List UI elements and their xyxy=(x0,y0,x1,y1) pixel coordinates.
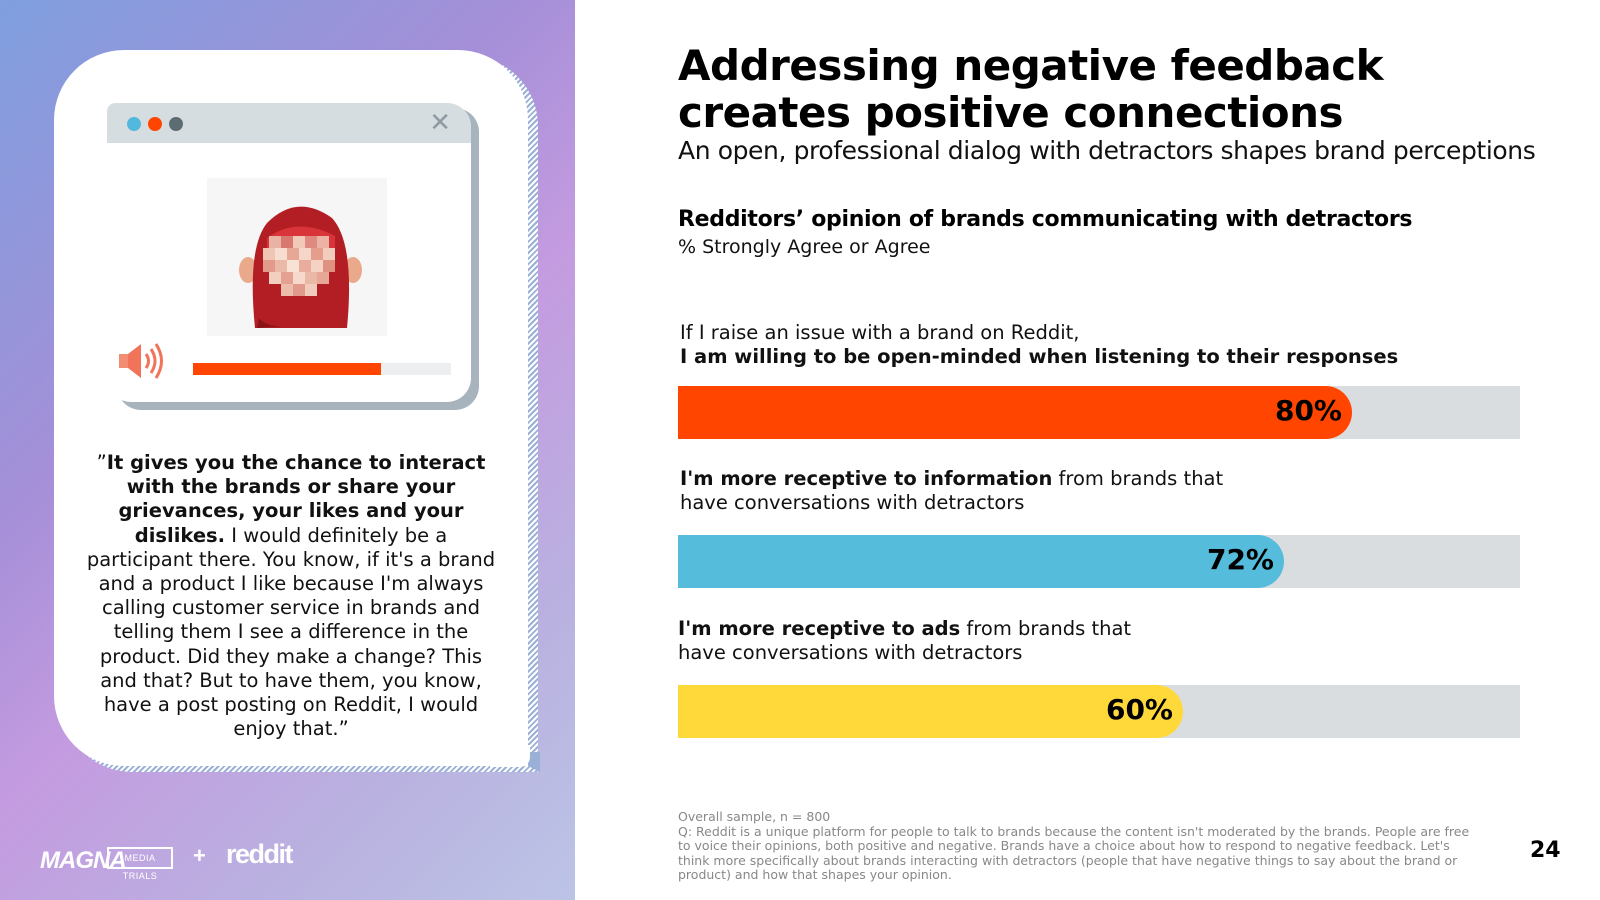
bar-track-2: 72% xyxy=(678,535,1520,588)
speaker-icon[interactable] xyxy=(117,341,167,385)
bar-label-1-bold: I am willing to be open-minded when list… xyxy=(680,345,1399,368)
bar-value-2: 72% xyxy=(1206,543,1274,576)
footnote-question: Q: Reddit is a unique platform for peopl… xyxy=(678,823,1470,882)
bar-fill-1 xyxy=(678,386,1352,439)
bar-fill-3 xyxy=(678,685,1183,738)
avatar xyxy=(207,178,387,336)
bar-value-3: 60% xyxy=(1105,693,1173,726)
close-icon[interactable]: ✕ xyxy=(429,108,451,138)
page-title-line-2: creates positive connections xyxy=(678,88,1344,137)
video-window: ✕ xyxy=(107,103,471,402)
bar-label-3: I'm more receptive to ads from brands th… xyxy=(678,617,1131,665)
quote-open-mark: ” xyxy=(96,451,107,474)
window-titlebar: ✕ xyxy=(107,103,471,143)
footnote: Overall sample, n = 800 Q: Reddit is a u… xyxy=(678,809,1478,883)
bar-label-3-rest: from brands that xyxy=(960,617,1132,640)
page-title: Addressing negative feedback creates pos… xyxy=(678,42,1558,136)
reddit-logo: reddit xyxy=(226,839,294,869)
bar-label-2-bold: I'm more receptive to information xyxy=(680,467,1053,490)
bar-label-3-line-2: have conversations with detractors xyxy=(678,641,1023,664)
bar-track-3: 60% xyxy=(678,685,1520,738)
window-dot-blue xyxy=(127,117,141,131)
quote-text: I would definitely be a participant ther… xyxy=(86,523,496,741)
window-dot-gray xyxy=(169,117,183,131)
page-title-line-1: Addressing negative feedback xyxy=(678,41,1384,90)
bar-fill-2 xyxy=(678,535,1284,588)
magna-logo: MAGNA xyxy=(40,847,127,874)
bar-track-1: 80% xyxy=(678,386,1520,439)
page-subtitle: An open, professional dialog with detrac… xyxy=(678,136,1536,165)
logo-plus: + xyxy=(193,843,206,868)
chart-subtitle: % Strongly Agree or Agree xyxy=(678,236,931,258)
page-number: 24 xyxy=(1530,838,1561,863)
bar-value-1: 80% xyxy=(1274,394,1342,427)
person-avatar-icon xyxy=(207,178,387,336)
bar-label-2-line-2: have conversations with detractors xyxy=(680,491,1025,514)
chart-title: Redditors’ opinion of brands communicati… xyxy=(678,207,1413,232)
audio-progress-fill xyxy=(193,363,382,375)
media-trials-logo: MEDIA TRIALS xyxy=(107,847,173,881)
bar-label-3-bold: I'm more receptive to ads xyxy=(678,617,961,640)
speech-bubble-tail xyxy=(490,745,530,767)
audio-progress-bar[interactable] xyxy=(193,363,451,375)
bar-label-1-line-1: If I raise an issue with a brand on Redd… xyxy=(680,321,1080,344)
bar-label-2: I'm more receptive to information from b… xyxy=(680,467,1223,515)
footnote-sample: Overall sample, n = 800 xyxy=(678,809,831,824)
testimonial-quote: ”It gives you the chance to interact wit… xyxy=(80,451,502,741)
bar-label-1: If I raise an issue with a brand on Redd… xyxy=(680,321,1398,369)
quote-bold-text: It gives you the chance to interact with… xyxy=(106,451,486,547)
window-dot-orange xyxy=(148,117,162,131)
bar-label-2-rest: from brands that xyxy=(1052,467,1224,490)
